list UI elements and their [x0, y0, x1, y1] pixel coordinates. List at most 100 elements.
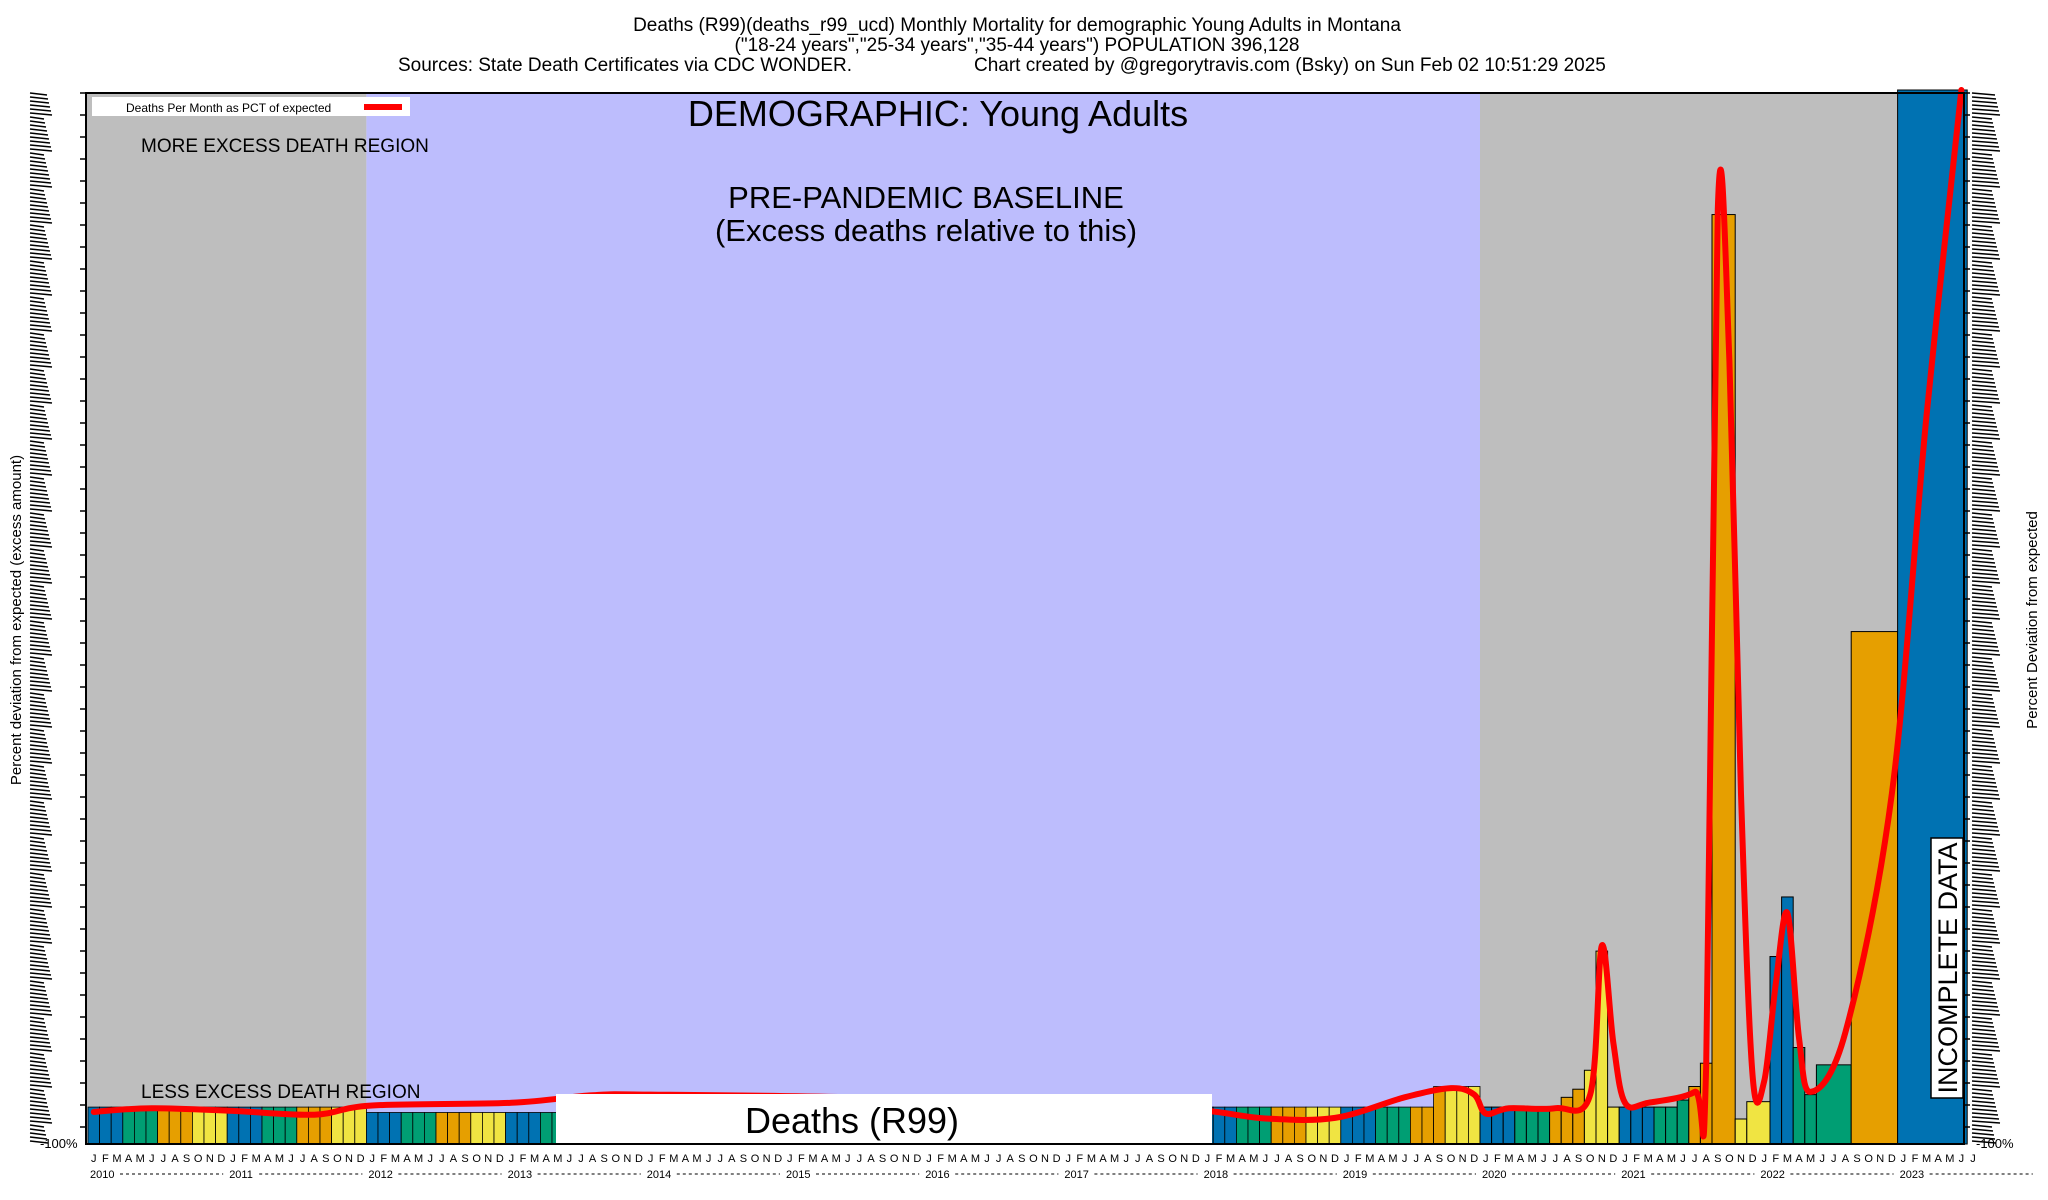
x-tick-month: M	[1945, 1153, 1954, 1165]
left-tick-mark	[29, 1124, 45, 1128]
left-tick-mark	[29, 184, 53, 188]
left-tick-mark	[29, 1012, 53, 1016]
x-tick-month: M	[414, 1153, 423, 1165]
left-tick-mark	[29, 256, 53, 260]
left-tick-mark	[29, 404, 45, 408]
right-tick-mark	[1971, 800, 1993, 804]
right-tick-mark	[1971, 660, 1994, 664]
left-tick-mark	[29, 912, 46, 916]
left-tick-mark	[29, 132, 49, 136]
right-tick-mark	[1971, 488, 1996, 492]
left-tick-mark	[29, 1032, 49, 1036]
left-tick-mark	[29, 1108, 50, 1112]
left-tick-mark	[29, 372, 46, 376]
baseline-label: PRE-PANDEMIC BASELINE	[728, 180, 1124, 215]
left-tick-mark	[29, 324, 52, 328]
x-tick-month: J	[1541, 1153, 1547, 1165]
bar	[481, 1112, 495, 1145]
left-tick-mark	[29, 180, 52, 184]
left-tick-mark	[29, 240, 49, 244]
x-tick-month: F	[520, 1153, 527, 1165]
x-tick-month: J	[648, 1153, 654, 1165]
bar	[191, 1106, 205, 1145]
right-tick-mark	[1971, 188, 1993, 192]
left-tick-mark	[29, 664, 47, 668]
right-tick-mark	[1971, 748, 1998, 752]
left-tick-mark	[29, 732, 46, 736]
x-tick-month: O	[1029, 1153, 1038, 1165]
left-tick-mark	[29, 556, 47, 560]
right-tick-mark	[1971, 932, 1999, 936]
x-tick-month: J	[717, 1153, 723, 1165]
left-tick-mark	[29, 696, 46, 700]
left-tick-mark	[29, 1036, 50, 1040]
left-tick-mark	[29, 280, 50, 284]
left-tick-mark	[29, 272, 48, 276]
left-tick-mark	[29, 100, 50, 104]
right-tick-mark	[1971, 256, 2001, 260]
left-tick-mark	[29, 852, 49, 856]
x-tick-month: J	[1959, 1153, 1965, 1165]
x-tick-month: A	[682, 1153, 690, 1165]
right-tick-mark	[1971, 624, 1994, 628]
right-tick-mark	[1971, 408, 1994, 412]
right-tick-mark	[1971, 716, 1999, 720]
right-tick-mark	[1971, 844, 1995, 848]
right-tick-mark	[1971, 180, 2000, 184]
left-tick-mark	[29, 588, 46, 592]
x-tick-month: A	[1703, 1153, 1711, 1165]
x-tick-month: A	[1099, 1153, 1107, 1165]
right-tick-mark	[1971, 772, 1995, 776]
right-tick-mark	[1971, 1068, 1997, 1072]
right-tick-mark	[1971, 276, 1997, 280]
left-tick-mark	[29, 668, 48, 672]
left-tick-mark	[29, 96, 49, 100]
right-tick-mark	[1971, 216, 2000, 220]
left-tick-mark	[29, 168, 49, 172]
left-tick-mark	[29, 328, 53, 332]
cause-label: Deaths (R99)	[745, 1100, 959, 1141]
left-tick-mark	[29, 432, 52, 436]
left-tick-mark	[29, 500, 51, 504]
right-tick-mark	[1971, 964, 1998, 968]
right-tick-mark	[1971, 900, 2000, 904]
left-tick-mark	[29, 304, 47, 308]
chart-title: Deaths (R99)(deaths_r99_ucd) Monthly Mor…	[633, 15, 1401, 36]
bar	[540, 1112, 553, 1145]
right-tick-mark	[1971, 996, 1997, 1000]
right-tick-mark	[1971, 96, 1997, 100]
left-tick-mark	[29, 672, 49, 676]
bar	[1676, 1099, 1690, 1145]
x-tick-month: M	[136, 1153, 145, 1165]
left-tick-mark	[29, 972, 52, 976]
left-tick-mark	[29, 496, 50, 500]
right-tick-mark	[1971, 220, 2001, 224]
x-tick-month: S	[1714, 1153, 1721, 1165]
x-tick-month: M	[808, 1153, 817, 1165]
x-tick-month: M	[1087, 1153, 1096, 1165]
right-tick-mark	[1971, 960, 1997, 964]
x-tick-year: 2022	[1760, 1169, 1784, 1181]
x-tick-month: D	[774, 1153, 782, 1165]
x-tick-month: N	[1041, 1153, 1049, 1165]
left-tick-mark	[29, 656, 45, 660]
left-tick-mark	[29, 360, 52, 364]
left-tick-mark	[29, 1100, 48, 1104]
left-tick-mark	[29, 1128, 46, 1132]
x-tick-month: J	[1135, 1153, 1141, 1165]
right-tick-mark	[1971, 168, 1997, 172]
left-tick-mark	[29, 800, 45, 804]
right-tick-mark	[1971, 656, 1993, 660]
x-tick-month: M	[553, 1153, 562, 1165]
left-tick-mark	[29, 900, 52, 904]
right-tick-mark	[1971, 1060, 1995, 1064]
x-tick-month: S	[1297, 1153, 1304, 1165]
right-tick-mark	[1971, 992, 1996, 996]
x-tick-month: S	[183, 1153, 190, 1165]
left-tick-mark	[29, 1112, 51, 1116]
x-tick-month: M	[275, 1153, 284, 1165]
plot-frame	[85, 92, 1965, 1145]
left-tick-mark	[29, 264, 46, 268]
x-tick-month: A	[1935, 1153, 1943, 1165]
x-tick-month: D	[1192, 1153, 1200, 1165]
